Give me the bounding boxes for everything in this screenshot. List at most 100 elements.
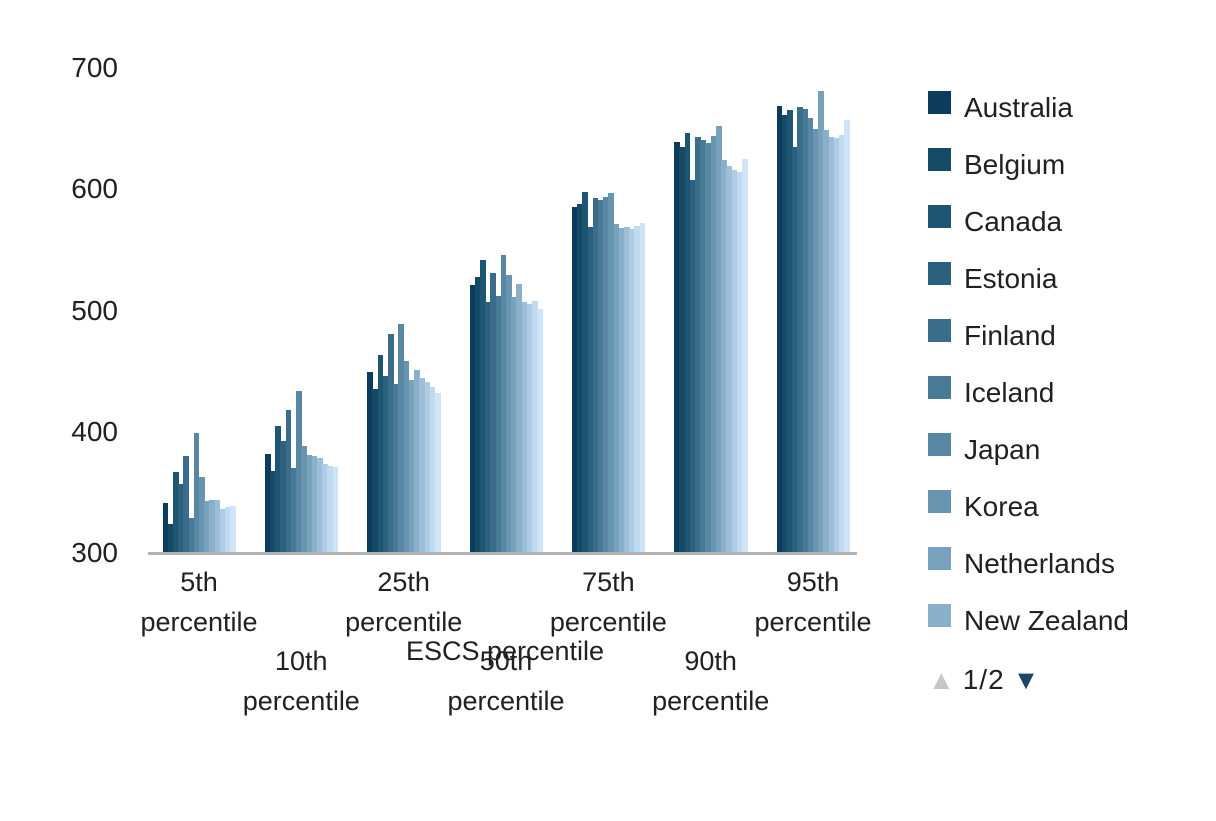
- bar-finland-90th[interactable]: [695, 137, 701, 553]
- bar-new-zealand-50th[interactable]: [516, 283, 523, 553]
- bar-iceland-50th[interactable]: [495, 295, 502, 553]
- bar-estonia-10th[interactable]: [280, 441, 287, 553]
- legend-item-new-zealand[interactable]: New Zealand: [928, 601, 1208, 641]
- bar-united-kingdom-5th[interactable]: [230, 505, 236, 553]
- bar-korea-50th[interactable]: [506, 275, 512, 553]
- bar-poland-50th[interactable]: [526, 304, 533, 553]
- bar-belgium-75th[interactable]: [577, 203, 583, 553]
- bar-new-zealand-25th[interactable]: [414, 369, 420, 553]
- bar-estonia-95th[interactable]: [792, 146, 798, 553]
- bar-norway-95th[interactable]: [828, 137, 835, 553]
- bar-new-zealand-95th[interactable]: [823, 129, 830, 553]
- legend-item-belgium[interactable]: Belgium: [928, 145, 1208, 185]
- bar-korea-25th[interactable]: [403, 361, 410, 553]
- bar-canada-90th[interactable]: [684, 133, 691, 553]
- bar-korea-10th[interactable]: [301, 446, 307, 553]
- bar-australia-50th[interactable]: [469, 285, 476, 553]
- bar-estonia-25th[interactable]: [382, 375, 389, 553]
- bar-estonia-50th[interactable]: [485, 302, 491, 553]
- bar-australia-95th[interactable]: [776, 105, 783, 553]
- bar-norway-90th[interactable]: [726, 166, 733, 553]
- bar-netherlands-25th[interactable]: [408, 379, 415, 553]
- bar-australia-10th[interactable]: [264, 453, 271, 553]
- legend-item-canada[interactable]: Canada: [928, 202, 1208, 242]
- bar-korea-90th[interactable]: [710, 135, 717, 553]
- bar-switzerland-75th[interactable]: [634, 225, 641, 553]
- bar-finland-95th[interactable]: [797, 106, 804, 553]
- bar-netherlands-90th[interactable]: [715, 126, 722, 553]
- bar-netherlands-5th[interactable]: [204, 500, 210, 553]
- bar-switzerland-50th[interactable]: [532, 300, 538, 553]
- bar-poland-75th[interactable]: [629, 229, 635, 553]
- bar-iceland-90th[interactable]: [700, 139, 706, 553]
- bar-australia-25th[interactable]: [367, 372, 373, 553]
- bar-netherlands-10th[interactable]: [306, 454, 313, 553]
- bar-switzerland-90th[interactable]: [736, 172, 743, 553]
- bar-iceland-5th[interactable]: [188, 517, 195, 553]
- bar-iceland-95th[interactable]: [802, 109, 809, 553]
- bar-estonia-75th[interactable]: [587, 226, 594, 553]
- bar-belgium-90th[interactable]: [679, 146, 686, 553]
- bar-japan-5th[interactable]: [193, 432, 200, 553]
- bar-korea-75th[interactable]: [608, 192, 615, 553]
- bar-belgium-5th[interactable]: [167, 523, 174, 553]
- bar-korea-5th[interactable]: [199, 476, 205, 553]
- bar-iceland-75th[interactable]: [597, 200, 604, 553]
- bar-belgium-50th[interactable]: [474, 276, 481, 553]
- bar-estonia-90th[interactable]: [689, 179, 696, 553]
- bar-canada-95th[interactable]: [786, 110, 793, 553]
- bar-united-kingdom-75th[interactable]: [639, 223, 646, 553]
- bar-new-zealand-10th[interactable]: [311, 456, 318, 553]
- bar-estonia-5th[interactable]: [178, 483, 184, 553]
- bar-poland-90th[interactable]: [731, 169, 738, 553]
- legend-item-estonia[interactable]: Estonia: [928, 259, 1208, 299]
- bar-netherlands-75th[interactable]: [613, 224, 620, 553]
- bar-canada-10th[interactable]: [275, 425, 281, 553]
- bar-japan-50th[interactable]: [500, 254, 507, 553]
- bar-australia-75th[interactable]: [571, 207, 578, 553]
- bar-finland-75th[interactable]: [592, 197, 599, 553]
- legend-page-down-button[interactable]: ▼: [1012, 665, 1040, 695]
- bar-finland-25th[interactable]: [388, 333, 394, 553]
- bar-iceland-10th[interactable]: [290, 468, 297, 553]
- bar-canada-5th[interactable]: [172, 471, 179, 553]
- legend-item-japan[interactable]: Japan: [928, 430, 1208, 470]
- bar-canada-50th[interactable]: [479, 259, 486, 553]
- bar-australia-90th[interactable]: [674, 141, 680, 553]
- bar-japan-10th[interactable]: [296, 390, 302, 553]
- bar-netherlands-95th[interactable]: [818, 91, 824, 553]
- legend-item-norway[interactable]: Norway: [928, 658, 1208, 660]
- bar-poland-10th[interactable]: [322, 464, 328, 553]
- legend-item-iceland[interactable]: Iceland: [928, 373, 1208, 413]
- legend-item-korea[interactable]: Korea: [928, 487, 1208, 527]
- bar-norway-75th[interactable]: [624, 226, 630, 553]
- bar-belgium-95th[interactable]: [781, 115, 788, 553]
- bar-switzerland-95th[interactable]: [839, 134, 845, 553]
- bar-belgium-25th[interactable]: [372, 389, 379, 553]
- bar-poland-25th[interactable]: [424, 382, 431, 553]
- bar-korea-95th[interactable]: [813, 128, 819, 553]
- bar-finland-10th[interactable]: [285, 409, 292, 553]
- bar-switzerland-10th[interactable]: [327, 465, 334, 553]
- bar-australia-5th[interactable]: [162, 503, 169, 553]
- bar-switzerland-5th[interactable]: [225, 506, 231, 553]
- bar-belgium-10th[interactable]: [270, 470, 276, 553]
- bar-japan-90th[interactable]: [705, 143, 712, 553]
- bar-norway-25th[interactable]: [419, 378, 426, 553]
- bar-united-kingdom-90th[interactable]: [741, 158, 748, 553]
- bar-poland-95th[interactable]: [833, 138, 840, 553]
- bar-japan-25th[interactable]: [398, 323, 405, 553]
- bar-new-zealand-90th[interactable]: [721, 160, 727, 553]
- bar-poland-5th[interactable]: [219, 509, 226, 553]
- bar-japan-95th[interactable]: [807, 117, 814, 553]
- bar-finland-50th[interactable]: [490, 272, 497, 553]
- bar-united-kingdom-50th[interactable]: [537, 309, 543, 553]
- bar-switzerland-25th[interactable]: [429, 386, 436, 553]
- legend-item-netherlands[interactable]: Netherlands: [928, 544, 1208, 584]
- bar-norway-50th[interactable]: [521, 302, 528, 553]
- bar-japan-75th[interactable]: [603, 196, 609, 553]
- bar-united-kingdom-95th[interactable]: [844, 120, 850, 553]
- bar-canada-75th[interactable]: [582, 191, 589, 553]
- bar-new-zealand-5th[interactable]: [209, 499, 216, 553]
- bar-norway-10th[interactable]: [316, 458, 323, 553]
